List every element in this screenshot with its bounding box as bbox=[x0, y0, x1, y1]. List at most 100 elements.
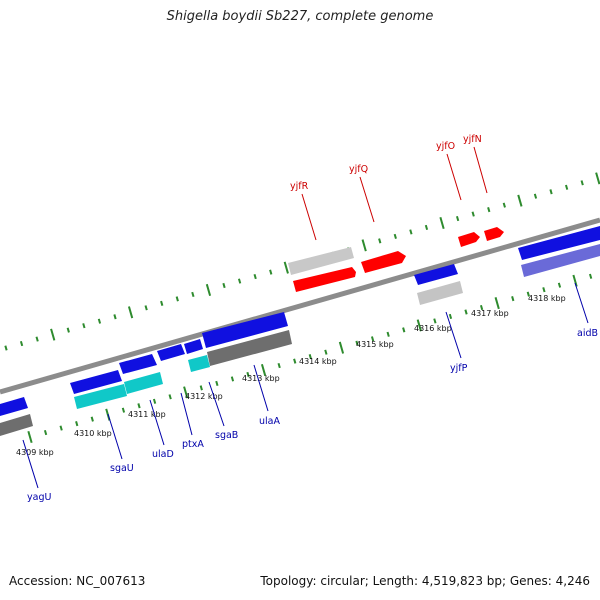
feature-gray-forward[interactable] bbox=[288, 247, 354, 275]
feature-ulaD[interactable] bbox=[119, 354, 157, 374]
minor-tick bbox=[324, 349, 328, 355]
minor-tick bbox=[588, 273, 593, 279]
leader-yjfP bbox=[445, 311, 462, 359]
minor-tick bbox=[199, 385, 203, 391]
gene-label-yjfQ[interactable]: yjfQ bbox=[349, 164, 368, 175]
minor-tick bbox=[230, 376, 235, 382]
minor-tick bbox=[409, 229, 413, 235]
feature-ulaA-gray[interactable] bbox=[207, 330, 292, 366]
scale-label: 4317 kbp bbox=[471, 309, 509, 318]
feature-sgaU[interactable] bbox=[70, 370, 122, 394]
leader-ptxA bbox=[180, 392, 193, 436]
feature-aidB[interactable] bbox=[518, 226, 600, 260]
forward-gene-labels: yjfR yjfQ yjfO yjfN bbox=[290, 134, 482, 192]
feature-yjfN[interactable] bbox=[484, 227, 504, 241]
minor-tick bbox=[424, 224, 429, 231]
feature-sgaB-cyan[interactable] bbox=[188, 355, 210, 372]
leader-ulaD bbox=[149, 399, 165, 446]
minor-tick bbox=[43, 429, 48, 436]
scale-label: 4313 kbp bbox=[242, 374, 280, 383]
minor-tick bbox=[308, 354, 312, 360]
reverse-gene-labels: yagU sgaU ulaD ptxA sgaB ulaA yjfP aidB bbox=[27, 328, 598, 503]
feature-yagU[interactable] bbox=[0, 397, 28, 416]
leader-sgaB bbox=[208, 381, 225, 427]
minor-tick bbox=[542, 287, 546, 293]
gene-label-yjfP[interactable]: yjfP bbox=[450, 363, 468, 374]
minor-tick bbox=[386, 331, 390, 337]
scale-label: 4314 kbp bbox=[299, 357, 337, 366]
major-tick bbox=[595, 172, 600, 185]
gene-label-sgaU[interactable]: sgaU bbox=[110, 463, 134, 474]
minor-tick bbox=[533, 193, 538, 199]
reverse-leaders bbox=[22, 282, 589, 489]
gene-label-ulaD[interactable]: ulaD bbox=[152, 449, 174, 460]
minor-tick bbox=[97, 318, 102, 324]
minor-tick bbox=[35, 336, 39, 342]
gene-label-yjfR[interactable]: yjfR bbox=[290, 181, 309, 192]
reverse-features bbox=[0, 226, 600, 436]
genome-summary: Topology: circular; Length: 4,519,823 bp… bbox=[260, 574, 590, 588]
minor-tick bbox=[580, 180, 584, 186]
minor-tick bbox=[293, 358, 297, 364]
leader-yjfO bbox=[446, 153, 462, 201]
minor-tick bbox=[487, 207, 491, 213]
minor-tick bbox=[113, 314, 117, 320]
major-tick bbox=[572, 274, 578, 287]
minor-tick bbox=[557, 282, 562, 288]
minor-tick bbox=[215, 380, 219, 387]
feature-yjfQ[interactable] bbox=[361, 251, 406, 273]
minor-tick bbox=[355, 340, 359, 346]
minor-tick bbox=[152, 398, 157, 404]
minor-tick bbox=[526, 291, 530, 297]
leader-aidB bbox=[574, 282, 589, 324]
gene-label-ulaA[interactable]: ulaA bbox=[259, 416, 280, 427]
minor-tick bbox=[82, 323, 86, 329]
minor-tick bbox=[402, 327, 406, 333]
gene-label-yagU[interactable]: yagU bbox=[27, 492, 51, 503]
minor-tick bbox=[378, 238, 382, 244]
minor-tick bbox=[168, 394, 172, 400]
feature-sgaU-cyan[interactable] bbox=[74, 384, 127, 409]
major-tick bbox=[283, 261, 289, 274]
feature-yjfP-gray[interactable] bbox=[417, 281, 463, 305]
feature-aidB-slate[interactable] bbox=[521, 244, 600, 277]
minor-tick bbox=[66, 327, 70, 333]
forward-leaders bbox=[301, 146, 488, 241]
major-tick bbox=[205, 283, 212, 297]
minor-tick bbox=[549, 189, 553, 195]
major-tick bbox=[361, 239, 367, 252]
gene-label-sgaB[interactable]: sgaB bbox=[215, 430, 238, 441]
gene-label-yjfO[interactable]: yjfO bbox=[436, 141, 455, 152]
feature-yagU-gray[interactable] bbox=[0, 414, 33, 436]
feature-yjfO[interactable] bbox=[458, 232, 480, 247]
leader-ulaA bbox=[253, 364, 269, 412]
major-tick bbox=[416, 319, 422, 332]
minor-tick bbox=[144, 305, 148, 311]
scale-label: 4312 kbp bbox=[185, 392, 223, 401]
feature-sgaB[interactable] bbox=[184, 339, 203, 354]
gene-label-yjfN[interactable]: yjfN bbox=[463, 134, 482, 145]
minor-tick bbox=[19, 340, 24, 347]
inner-tick-ring bbox=[27, 273, 593, 444]
scale-label: 4309 kbp bbox=[16, 448, 54, 457]
feature-ulaD-cyan[interactable] bbox=[124, 372, 163, 394]
major-tick bbox=[260, 363, 267, 377]
feature-yjfR[interactable] bbox=[293, 267, 356, 292]
gene-label-ptxA[interactable]: ptxA bbox=[182, 439, 204, 450]
scale-label: 4311 kbp bbox=[128, 410, 166, 419]
major-tick bbox=[517, 194, 523, 207]
minor-tick bbox=[502, 202, 506, 208]
feature-ptxA[interactable] bbox=[157, 344, 185, 361]
minor-tick bbox=[448, 313, 453, 320]
minor-tick bbox=[511, 296, 515, 302]
minor-tick bbox=[59, 425, 63, 431]
gene-label-aidB[interactable]: aidB bbox=[577, 328, 598, 339]
minor-tick bbox=[433, 318, 437, 324]
minor-tick bbox=[370, 336, 375, 342]
minor-tick bbox=[479, 304, 484, 311]
major-tick bbox=[50, 328, 56, 341]
feature-yjfP[interactable] bbox=[414, 264, 458, 285]
minor-tick bbox=[455, 215, 460, 222]
feature-ulaA[interactable] bbox=[202, 312, 288, 348]
